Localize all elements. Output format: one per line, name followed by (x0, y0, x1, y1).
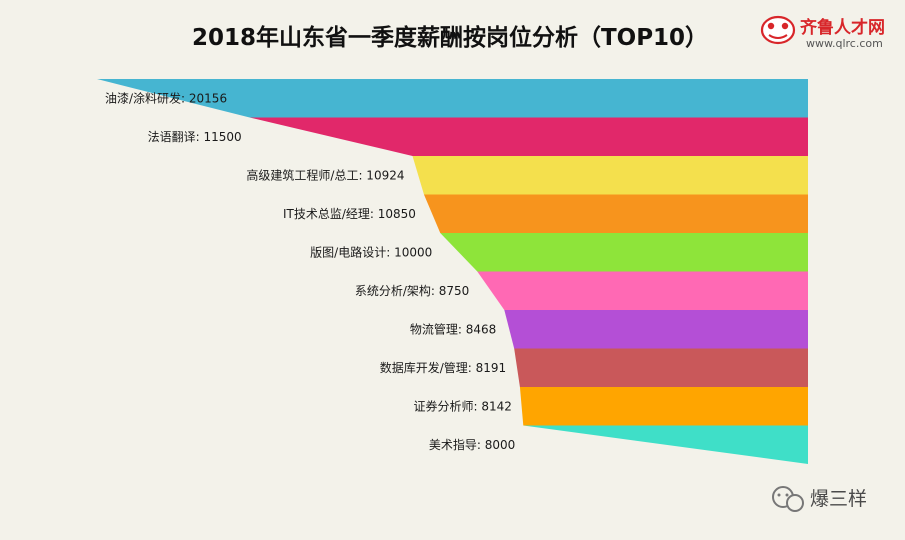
watermark-text: 爆三样 (810, 488, 867, 510)
funnel-bar (440, 233, 808, 272)
funnel-bar (514, 348, 808, 387)
qlrc-logo: 齐鲁人才网 www.qlrc.com (760, 15, 885, 50)
funnel-bar (423, 194, 808, 233)
funnel-label: IT技术总监/经理: 10850 (283, 207, 416, 221)
funnel-label: 版图/电路设计: 10000 (310, 244, 432, 259)
logo-name: 齐鲁人才网 (800, 17, 885, 38)
funnel-bar (97, 79, 808, 118)
funnel-label: 美术指导: 8000 (429, 437, 515, 452)
funnel-bar (504, 310, 808, 349)
funnel-bar (477, 271, 808, 310)
chart-title: 2018年山东省一季度薪酬按岗位分析（TOP10） (192, 24, 708, 51)
watermark: 爆三样 (772, 486, 867, 512)
funnel-bar (519, 387, 808, 426)
funnel-bar (249, 117, 809, 156)
funnel-label: 高级建筑工程师/总工: 10924 (246, 167, 404, 182)
funnel-bar (523, 425, 808, 464)
funnel-label: 系统分析/架构: 8750 (355, 283, 469, 298)
logo-url: www.qlrc.com (806, 37, 883, 50)
funnel-label: 物流管理: 8468 (410, 321, 496, 336)
funnel-label: 数据库开发/管理: 8191 (380, 360, 506, 375)
funnel-label: 油漆/涂料研发: 20156 (105, 90, 227, 105)
frog-icon (760, 15, 796, 45)
wechat-icon (772, 486, 804, 512)
funnel-bar (412, 156, 808, 195)
funnel-label: 证券分析师: 8142 (414, 398, 512, 413)
funnel-label: 法语翻译: 11500 (148, 130, 242, 144)
